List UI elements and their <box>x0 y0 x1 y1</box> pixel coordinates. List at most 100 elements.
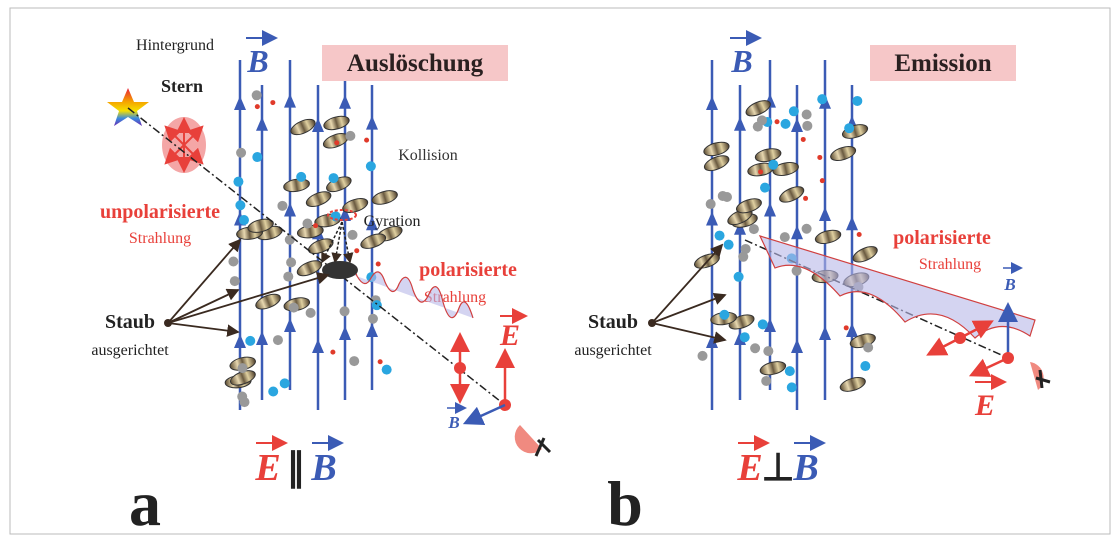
star-label: Stern <box>161 76 203 96</box>
particle <box>760 183 770 193</box>
particle <box>844 123 854 133</box>
particle <box>329 173 339 183</box>
particle <box>785 366 795 376</box>
particle <box>758 319 768 329</box>
particle <box>775 119 780 124</box>
particle <box>376 261 381 266</box>
particle <box>817 155 822 160</box>
gyration-label: Gyration <box>364 213 421 230</box>
relation-right: B <box>310 447 336 489</box>
particle <box>372 300 382 310</box>
particle <box>803 196 808 201</box>
particle <box>283 272 293 282</box>
relation-symbol: ∥ <box>287 447 306 489</box>
particle <box>382 365 392 375</box>
relation: E ∥ B <box>254 443 336 489</box>
panel-title: Emission <box>894 50 991 77</box>
particle <box>236 148 246 158</box>
particle <box>820 178 825 183</box>
grain <box>322 261 358 279</box>
particle <box>296 172 306 182</box>
particle <box>724 240 734 250</box>
particle <box>753 122 763 132</box>
particle <box>237 392 247 402</box>
polarized-label: polarisierte <box>419 259 517 281</box>
dust-sub: ausgerichtet <box>574 342 652 359</box>
particle <box>780 232 790 242</box>
particle <box>252 152 262 162</box>
particle <box>817 94 827 104</box>
particle <box>285 235 295 245</box>
particle <box>313 223 318 228</box>
particle <box>273 335 283 345</box>
particle <box>863 342 873 352</box>
particle <box>719 310 729 320</box>
particle <box>801 137 806 142</box>
relation-symbol: ⊥ <box>761 447 794 489</box>
e-label: E <box>974 389 995 422</box>
particle <box>230 276 240 286</box>
particle <box>802 110 812 120</box>
particle <box>750 343 760 353</box>
particle <box>334 140 339 145</box>
relation-left: E <box>254 447 280 489</box>
relation-left: E <box>736 447 762 489</box>
particle <box>280 378 290 388</box>
particle <box>268 386 278 396</box>
particle <box>228 257 238 267</box>
point <box>1002 352 1014 364</box>
b-small-label: B <box>1003 275 1015 294</box>
panel-title: Auslöschung <box>347 50 484 77</box>
collision-label: Kollision <box>398 147 458 164</box>
particle <box>340 306 350 316</box>
particle <box>366 161 376 171</box>
particle <box>286 257 296 267</box>
particle <box>787 382 797 392</box>
b-small-label: B <box>447 413 459 432</box>
particle <box>802 224 812 234</box>
dust-label: Staub <box>105 311 155 333</box>
particle <box>306 308 316 318</box>
particle <box>233 177 243 187</box>
particle <box>852 96 862 106</box>
particle <box>302 219 312 229</box>
unpolarized-label: unpolarisierte <box>100 201 220 223</box>
figure: Auslöschung B Hintergrund Stern unpolari… <box>0 0 1120 541</box>
particle <box>330 350 335 355</box>
particle <box>252 90 262 100</box>
particle <box>698 351 708 361</box>
particle <box>761 376 771 386</box>
e-label: E <box>499 319 520 352</box>
point <box>454 362 466 374</box>
particle <box>781 119 791 129</box>
relation-right: B <box>792 447 818 489</box>
particle <box>844 325 849 330</box>
particle <box>235 200 245 210</box>
panel-label: b <box>607 468 643 539</box>
particle <box>802 121 812 131</box>
particle <box>741 244 751 254</box>
particle <box>245 336 255 346</box>
panel-label: a <box>129 468 161 539</box>
particle <box>749 224 759 234</box>
particle <box>354 248 359 253</box>
dust-sub: ausgerichtet <box>91 342 169 359</box>
particle <box>348 230 358 240</box>
polarized-sub: Strahlung <box>919 256 981 273</box>
particle <box>277 201 287 211</box>
particle <box>364 138 369 143</box>
particle <box>368 314 378 324</box>
particle <box>270 100 275 105</box>
particle <box>860 361 870 371</box>
polarized-label: polarisierte <box>893 227 991 249</box>
particle <box>255 104 260 109</box>
particle <box>378 359 383 364</box>
particle <box>857 232 862 237</box>
particle <box>734 272 744 282</box>
particle <box>239 215 249 225</box>
particle <box>345 131 355 141</box>
particle <box>722 192 732 202</box>
field-label: B <box>246 43 268 79</box>
point <box>954 332 966 344</box>
particle <box>763 346 773 356</box>
